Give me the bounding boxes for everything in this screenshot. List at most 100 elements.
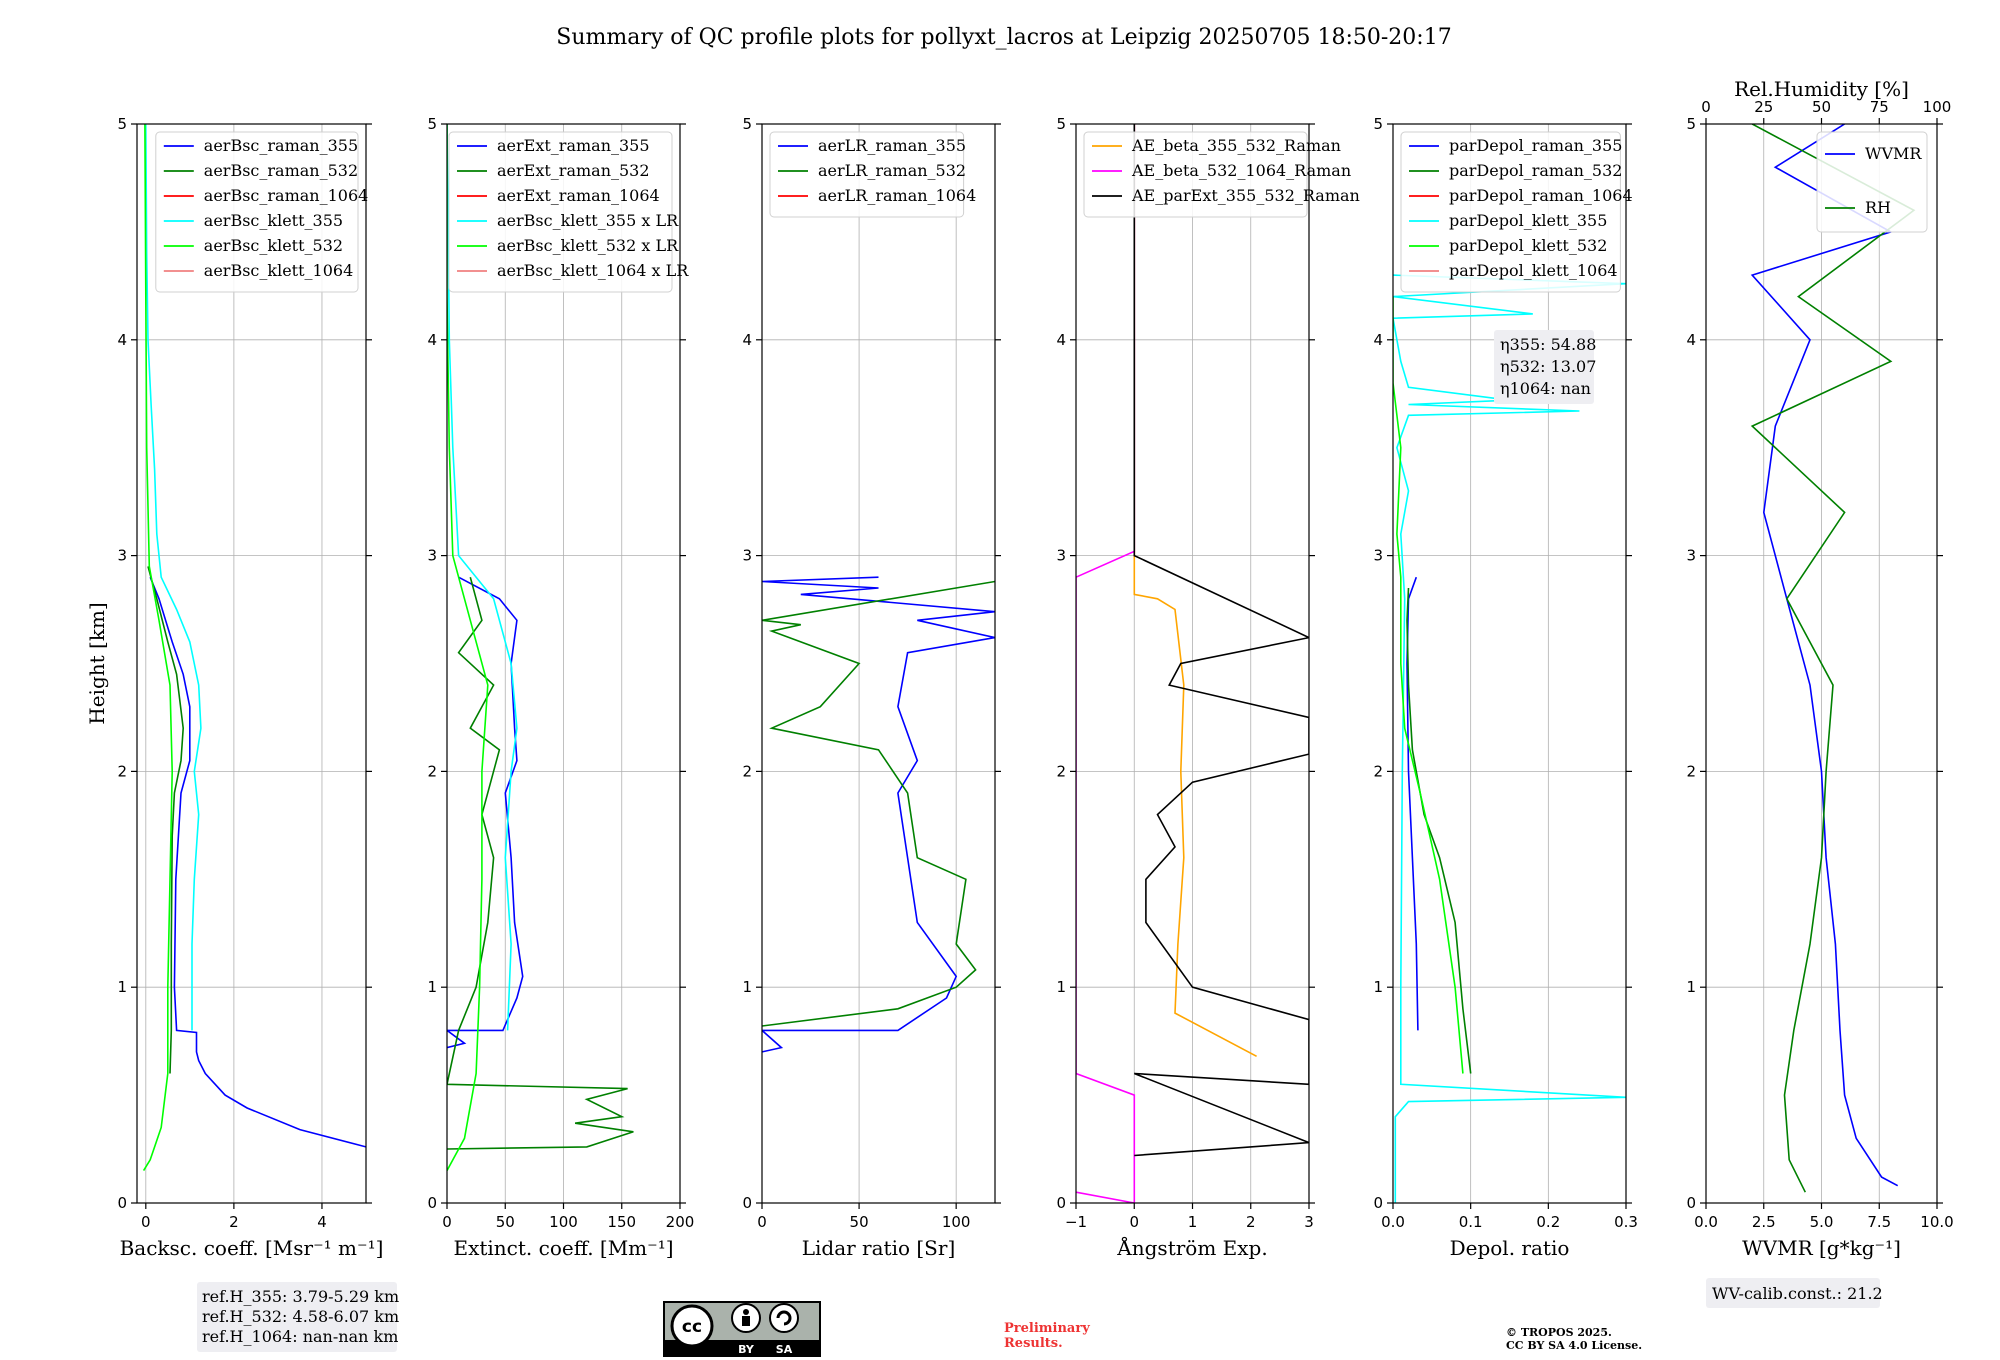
series-line	[447, 124, 518, 1031]
panel-bsc: 0 2 4 0 1 2 3 4 5 Backsc. coeff. [Msr⁻¹ m⁻¹] Heigh…	[85, 115, 399, 1352]
series-line	[145, 124, 202, 1031]
x-tick-label: 0.1	[1459, 1213, 1483, 1231]
legend-entry: AE_beta_355_532_Raman	[1131, 136, 1341, 155]
eta-note: η1064: nan	[1500, 379, 1591, 398]
series-line	[147, 566, 185, 1074]
top-tick-label: 50	[1812, 98, 1831, 116]
legend-entry: aerBsc_raman_532	[204, 161, 358, 180]
x-axis-label: Lidar ratio [Sr]	[802, 1236, 956, 1260]
legend-entry: parDepol_klett_1064	[1449, 261, 1618, 280]
legend: aerBsc_raman_355 aerBsc_raman_532 aerBsc_r…	[155, 131, 369, 293]
legend-entry: aerLR_raman_355	[818, 136, 966, 155]
x-tick-label: 7.5	[1867, 1213, 1891, 1231]
legend-box	[1083, 131, 1308, 218]
series-line	[1406, 576, 1419, 1031]
legend-entry: aerBsc_klett_1064	[204, 261, 353, 280]
eta-box: η355: 54.88 η532: 13.07 η1064: nan	[1494, 330, 1596, 404]
y-axis-label: Height [km]	[85, 602, 109, 724]
y-tick-label: 0	[1373, 1194, 1383, 1212]
preliminary-label-2: Results.	[1004, 1336, 1063, 1351]
panel-ext: 0 50 100 150 200 0 1 2 3 4 5 Extinct. coeff. [Mm⁻¹]…	[427, 115, 694, 1260]
legend-entry: aerBsc_klett_532	[204, 236, 343, 255]
x-tick-label: 0.3	[1614, 1213, 1638, 1231]
y-tick-label: 0	[117, 1194, 127, 1212]
legend-entry: AE_beta_532_1064_Raman	[1131, 161, 1351, 180]
x-tick-label: 50	[850, 1213, 869, 1231]
eta-note: η355: 54.88	[1500, 335, 1596, 354]
x-tick-label: 0	[1129, 1213, 1139, 1231]
legend-entry: aerBsc_raman_355	[204, 136, 358, 155]
y-tick-label: 1	[742, 978, 752, 996]
top-axis-label: Rel.Humidity [%]	[1734, 77, 1909, 101]
y-tick-label: 0	[1056, 1194, 1066, 1212]
x-tick-label: 0.2	[1536, 1213, 1560, 1231]
legend-entry: aerLR_raman_532	[818, 161, 966, 180]
figure-title: Summary of QC profile plots for pollyxt_…	[556, 25, 1451, 50]
legend-box	[1400, 131, 1621, 293]
x-tick-label: 100	[942, 1213, 971, 1231]
x-tick-label: 0.0	[1381, 1213, 1405, 1231]
series-line	[1133, 124, 1257, 1058]
legend-entry: aerBsc_klett_1064 x LR	[497, 261, 689, 280]
legend-entry: aerExt_raman_532	[497, 161, 650, 180]
series-line	[1393, 274, 1626, 1203]
x-tick-label: 0	[757, 1213, 767, 1231]
copyright-label: © TROPOS 2025.	[1506, 1326, 1612, 1339]
y-tick-label: 2	[1056, 762, 1066, 780]
y-tick-label: 5	[1056, 115, 1066, 133]
legend: AE_beta_355_532_Raman AE_beta_532_1064_Ra…	[1083, 131, 1360, 218]
reference-height-note: ref.H_532: 4.58-6.07 km	[202, 1307, 399, 1326]
legend: aerExt_raman_355 aerExt_raman_532 aerExt_r…	[448, 131, 689, 293]
license-sa-label: SA	[776, 1343, 793, 1356]
top-tick-label: 25	[1754, 98, 1773, 116]
x-tick-label: 100	[549, 1213, 578, 1231]
series-line	[1750, 124, 1916, 1193]
y-tick-label: 4	[1056, 331, 1066, 349]
x-tick-label: 10.0	[1920, 1213, 1953, 1231]
x-axis-label: WVMR [g*kg⁻¹]	[1742, 1236, 1901, 1260]
panel-depol: 0.0 0.1 0.2 0.3 0 1 2 3 4 5 Depol. ratio parDepol_r…	[1373, 115, 1637, 1260]
x-tick-label: 0.0	[1694, 1213, 1718, 1231]
y-tick-label: 4	[427, 331, 437, 349]
legend-entry: aerExt_raman_355	[497, 136, 650, 155]
legend-entry: aerLR_raman_1064	[818, 186, 976, 205]
x-tick-label: 2	[1246, 1213, 1256, 1231]
y-tick-label: 5	[1373, 115, 1383, 133]
x-tick-label: 50	[496, 1213, 515, 1231]
series-line	[447, 576, 634, 1150]
y-tick-label: 3	[427, 547, 437, 565]
y-tick-label: 2	[1686, 762, 1696, 780]
y-tick-label: 2	[742, 762, 752, 780]
legend: WVMR RH	[1816, 131, 1928, 233]
series-line	[1393, 296, 1464, 1074]
legend-box	[155, 131, 359, 293]
x-tick-label: 3	[1304, 1213, 1314, 1231]
x-tick-label: 2.5	[1752, 1213, 1776, 1231]
preliminary-label: Preliminary	[1004, 1321, 1090, 1336]
y-tick-label: 5	[742, 115, 752, 133]
wv-calib-box: WV-calib.const.: 21.2	[1706, 1278, 1883, 1308]
sa-share-icon	[769, 1303, 799, 1333]
axes-frame	[761, 123, 996, 1204]
legend-box	[448, 131, 673, 293]
x-tick-label: −1	[1065, 1213, 1087, 1231]
y-tick-label: 3	[1056, 547, 1066, 565]
license-by-label: BY	[738, 1343, 755, 1356]
y-tick-label: 4	[742, 331, 752, 349]
y-tick-label: 1	[117, 978, 127, 996]
x-tick-label: 0	[442, 1213, 452, 1231]
y-tick-label: 2	[1373, 762, 1383, 780]
reference-height-note: ref.H_1064: nan-nan km	[202, 1327, 398, 1346]
x-tick-label: 200	[666, 1213, 695, 1231]
series-line	[1076, 124, 1136, 1203]
eta-note: η532: 13.07	[1500, 357, 1596, 376]
legend: aerLR_raman_355 aerLR_raman_532 aerLR_rama…	[769, 131, 976, 218]
x-axis-label: Depol. ratio	[1450, 1236, 1570, 1260]
legend-entry: WVMR	[1865, 144, 1922, 163]
legend-entry: parDepol_klett_532	[1449, 236, 1607, 255]
y-tick-label: 4	[117, 331, 127, 349]
series-line	[142, 124, 174, 1172]
legend-entry: aerBsc_raman_1064	[204, 186, 369, 205]
